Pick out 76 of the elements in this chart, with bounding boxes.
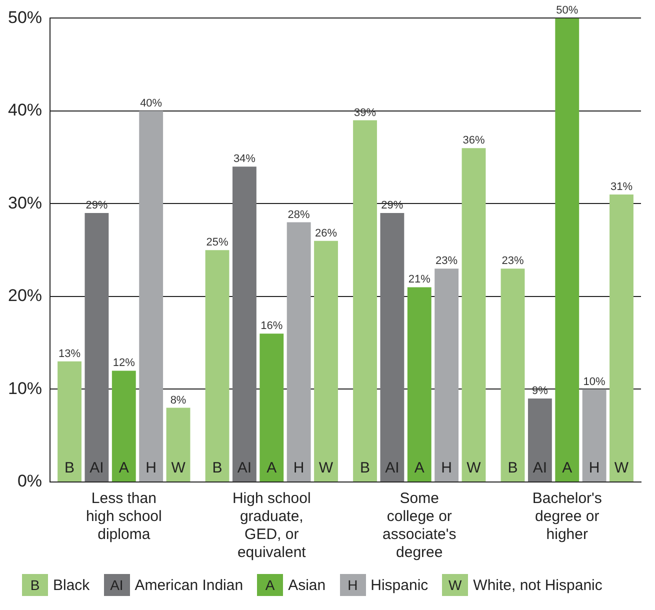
text: W bbox=[448, 577, 462, 593]
legend-label: White, not Hispanic bbox=[473, 576, 602, 594]
text: B bbox=[212, 460, 222, 477]
x-tick-label: Bachelor's degree or higher bbox=[532, 490, 602, 544]
text: AI bbox=[110, 577, 124, 593]
y-tick-label: 40% bbox=[8, 100, 42, 120]
annotation: W bbox=[171, 460, 186, 477]
text: H bbox=[348, 577, 358, 593]
legend-label: Asian bbox=[288, 576, 326, 594]
data-label: 23% bbox=[502, 255, 524, 268]
text: H bbox=[588, 460, 600, 477]
data-label: 16% bbox=[260, 320, 283, 332]
y-tick-label: 0% bbox=[17, 472, 42, 491]
legend-label: Black bbox=[53, 576, 90, 594]
bar bbox=[232, 166, 256, 482]
text: W bbox=[614, 460, 629, 477]
data-label: 26% bbox=[314, 227, 338, 240]
annotation: AI bbox=[90, 460, 104, 477]
y-tick-label: 50% bbox=[8, 8, 42, 27]
text: B bbox=[360, 460, 370, 477]
text: B bbox=[508, 460, 518, 477]
text: W bbox=[466, 460, 481, 477]
bar bbox=[434, 268, 459, 482]
data-label: 21% bbox=[408, 274, 431, 286]
text: A bbox=[414, 460, 424, 477]
text: A bbox=[562, 460, 572, 477]
bar bbox=[528, 398, 552, 482]
x-tick-label: High school graduate, GED, or equivalent bbox=[232, 490, 311, 562]
data-label: 40% bbox=[140, 97, 162, 110]
bar bbox=[260, 334, 284, 482]
bar bbox=[555, 18, 580, 482]
text: A bbox=[265, 577, 275, 593]
bar bbox=[166, 408, 190, 482]
data-label: 23% bbox=[436, 255, 458, 268]
annotation: A bbox=[118, 460, 129, 477]
text: AI bbox=[237, 460, 252, 477]
annotation: H bbox=[146, 460, 157, 477]
y-tick-label: 30% bbox=[8, 193, 42, 212]
bar bbox=[112, 370, 136, 482]
bar bbox=[286, 222, 311, 482]
text: W bbox=[318, 460, 334, 477]
annotation: B bbox=[64, 460, 75, 477]
text: H bbox=[441, 460, 452, 477]
data-label: 12% bbox=[112, 357, 136, 370]
bar bbox=[582, 389, 606, 482]
text: B bbox=[30, 577, 40, 593]
bar bbox=[84, 212, 109, 482]
bar bbox=[314, 240, 338, 482]
data-label: 25% bbox=[206, 236, 228, 249]
text: H bbox=[293, 460, 304, 477]
data-label: 31% bbox=[610, 180, 633, 193]
bar bbox=[139, 110, 164, 482]
legend-label: American Indian bbox=[134, 576, 244, 594]
bar bbox=[500, 268, 525, 482]
x-tick-label: Less than high school diploma bbox=[86, 490, 162, 544]
data-label: 8% bbox=[170, 394, 186, 406]
data-label: 28% bbox=[288, 208, 310, 221]
y-tick-label: 10% bbox=[8, 378, 42, 398]
text: A bbox=[266, 460, 277, 477]
data-label: 34% bbox=[233, 153, 256, 166]
data-label: 36% bbox=[462, 134, 485, 147]
text: AI bbox=[532, 460, 548, 477]
bar bbox=[353, 120, 377, 482]
bar bbox=[58, 361, 82, 482]
bar bbox=[610, 194, 634, 482]
data-label: 10% bbox=[583, 376, 606, 388]
y-tick-label: 20% bbox=[8, 286, 42, 306]
legend-label: Hispanic bbox=[370, 576, 428, 594]
data-label: 13% bbox=[58, 348, 81, 360]
text: AI bbox=[385, 460, 400, 477]
x-tick-label: Some college or associate's degree bbox=[382, 490, 456, 562]
bar bbox=[380, 212, 404, 482]
data-label: 50% bbox=[556, 4, 578, 17]
bar bbox=[205, 250, 230, 482]
bar bbox=[462, 148, 486, 482]
bar bbox=[407, 287, 432, 482]
